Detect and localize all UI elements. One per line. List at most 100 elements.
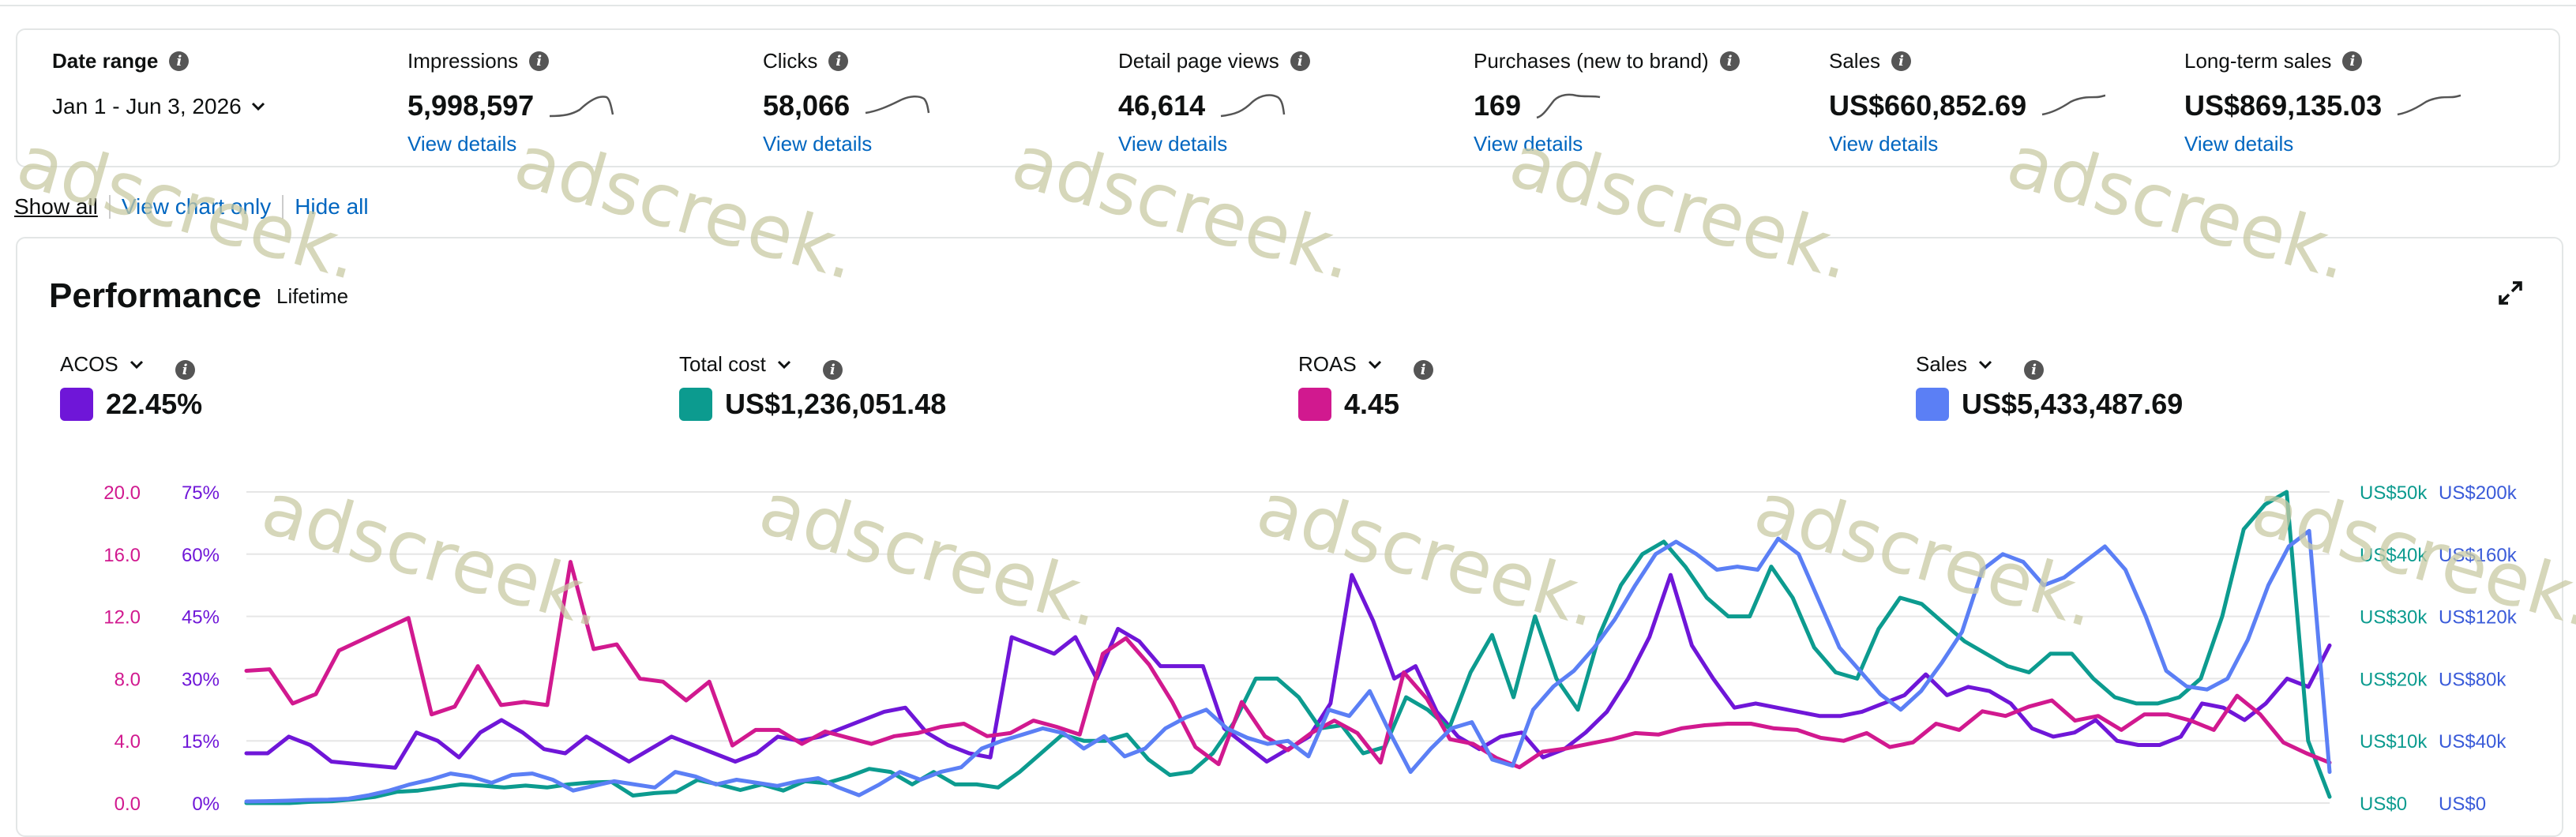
cost-tick-label: US$0 <box>2360 794 2407 815</box>
performance-chart[interactable]: 20.0 16.0 12.0 8.0 4.0 0.0 75% 60% 45% 30% 15% 0% US… <box>0 0 2576 815</box>
color-swatch <box>679 388 712 421</box>
acos-tick-label: 45% <box>182 607 220 629</box>
kpi-selector[interactable]: Total cost i <box>679 349 946 380</box>
acos-tick-label: 75% <box>182 482 220 504</box>
roas-tick-label: 20.0 <box>103 482 141 504</box>
chevron-down-icon <box>130 360 143 369</box>
series-line-sales <box>244 528 2332 804</box>
metric-long-term-sales: Long-term sales i US$869,135.03 View deta… <box>2184 49 2462 156</box>
view-details-link[interactable]: View details <box>1829 132 1939 156</box>
sparkline-icon <box>865 96 930 114</box>
metric-value: US$869,135.03 <box>2184 89 2383 122</box>
chevron-down-icon <box>1978 360 1992 369</box>
date-range-dropdown[interactable]: Jan 1 - Jun 3, 2026 <box>52 94 265 119</box>
view-details-link[interactable]: View details <box>407 132 517 156</box>
metric-label: Purchases (new to brand) <box>1474 49 1709 73</box>
cost-tick-label: US$30k <box>2360 607 2428 629</box>
sales-tick-label: US$200k <box>2439 482 2518 504</box>
series-line-total-cost <box>244 490 2332 805</box>
info-icon[interactable]: i <box>1891 51 1912 71</box>
acos-tick-label: 60% <box>182 545 220 566</box>
metric-label: Sales <box>1829 49 1881 73</box>
chevron-down-icon <box>251 102 265 111</box>
kpi-sales: Sales i US$5,433,487.69 <box>1916 349 2183 421</box>
kpi-value: US$1,236,051.48 <box>725 388 947 420</box>
top-divider <box>0 0 2576 6</box>
info-icon[interactable]: i <box>169 51 190 71</box>
acos-tick-label: 30% <box>182 669 220 690</box>
info-icon[interactable]: i <box>529 51 550 71</box>
metric-detail-page-views: Detail page views i 46,614 View details <box>1118 49 1310 156</box>
show-all-link[interactable]: Show all <box>14 194 98 219</box>
roas-tick-label: 8.0 <box>115 669 141 690</box>
acos-tick-label: 15% <box>182 731 220 753</box>
date-range-label: Date range <box>52 49 159 73</box>
info-icon[interactable]: i <box>2024 360 2045 380</box>
color-swatch <box>1298 388 1331 421</box>
metric-label: Impressions <box>407 49 519 73</box>
view-details-link[interactable]: View details <box>2184 132 2294 156</box>
kpi-roas: ROAS i 4.45 <box>1298 349 1433 421</box>
roas-tick-label: 12.0 <box>103 607 141 629</box>
sparkline-icon <box>1536 93 1601 119</box>
sparkline-icon <box>2398 94 2461 116</box>
expand-icon[interactable] <box>2497 280 2524 306</box>
roas-tick-label: 16.0 <box>103 545 141 566</box>
info-icon[interactable]: i <box>2342 51 2363 71</box>
series-line-roas <box>244 560 2332 770</box>
kpi-selector[interactable]: ACOS i <box>60 349 202 380</box>
view-details-link[interactable]: View details <box>1118 132 1228 156</box>
sales-tick-label: US$120k <box>2439 607 2518 629</box>
cost-tick-label: US$50k <box>2360 482 2428 504</box>
info-icon[interactable]: i <box>822 360 843 380</box>
view-chart-only-link[interactable]: View chart only <box>121 194 272 219</box>
metrics-summary-card: Date range i Jan 1 - Jun 3, 2026 Impress… <box>16 28 2560 167</box>
info-icon[interactable]: i <box>1719 51 1740 71</box>
sales-tick-label: US$80k <box>2439 669 2507 690</box>
sales-tick-label: US$40k <box>2439 731 2507 753</box>
kpi-label: Sales <box>1916 352 1968 376</box>
metric-value: 169 <box>1474 89 1522 122</box>
metric-purchases-ntb: Purchases (new to brand) i 169 View detai… <box>1474 49 1740 156</box>
info-icon[interactable]: i <box>1290 51 1310 71</box>
kpi-acos: ACOS i 22.45% <box>60 349 202 421</box>
metric-clicks: Clicks i 58,066 View details <box>763 49 930 156</box>
page-title: Performance <box>49 276 262 315</box>
sparkline-icon <box>2042 94 2106 116</box>
toggle-divider <box>108 195 111 219</box>
hide-all-link[interactable]: Hide all <box>295 194 369 219</box>
kpi-value: 4.45 <box>1344 388 1400 420</box>
metric-label: Long-term sales <box>2184 49 2332 73</box>
cost-tick-label: US$10k <box>2360 731 2428 753</box>
chevron-down-icon <box>777 360 790 369</box>
metric-value: 46,614 <box>1118 89 1206 122</box>
kpi-label: Total cost <box>679 352 766 376</box>
series-line-acos <box>244 572 2332 770</box>
performance-card: Performance Lifetime ACOS i 22.45% Total… <box>16 237 2563 837</box>
kpi-label: ACOS <box>60 352 118 376</box>
date-range-value: Jan 1 - Jun 3, 2026 <box>52 94 242 118</box>
info-icon[interactable]: i <box>828 51 849 71</box>
view-details-link[interactable]: View details <box>763 132 873 156</box>
info-icon[interactable]: i <box>175 360 195 380</box>
sparkline-icon <box>1220 94 1286 118</box>
kpi-value: US$5,433,487.69 <box>1962 388 2184 420</box>
metric-label: Detail page views <box>1118 49 1279 73</box>
roas-tick-label: 0.0 <box>115 794 141 815</box>
chevron-down-icon <box>1368 360 1381 369</box>
metric-label: Clicks <box>763 49 818 73</box>
roas-tick-label: 4.0 <box>115 731 141 753</box>
metric-value: 5,998,597 <box>407 89 535 122</box>
sales-tick-label: US$0 <box>2439 794 2486 815</box>
performance-subtitle: Lifetime <box>276 284 349 308</box>
sales-tick-label: US$160k <box>2439 545 2518 566</box>
metric-impressions: Impressions i 5,998,597 View details <box>407 49 614 156</box>
kpi-selector[interactable]: Sales i <box>1916 349 2183 380</box>
view-details-link[interactable]: View details <box>1474 132 1583 156</box>
cost-tick-label: US$20k <box>2360 669 2428 690</box>
kpi-selector[interactable]: ROAS i <box>1298 349 1433 380</box>
kpi-total-cost: Total cost i US$1,236,051.48 <box>679 349 946 421</box>
metric-value: US$660,852.69 <box>1829 89 2027 122</box>
info-icon[interactable]: i <box>1413 360 1433 380</box>
color-swatch <box>1916 388 1949 421</box>
